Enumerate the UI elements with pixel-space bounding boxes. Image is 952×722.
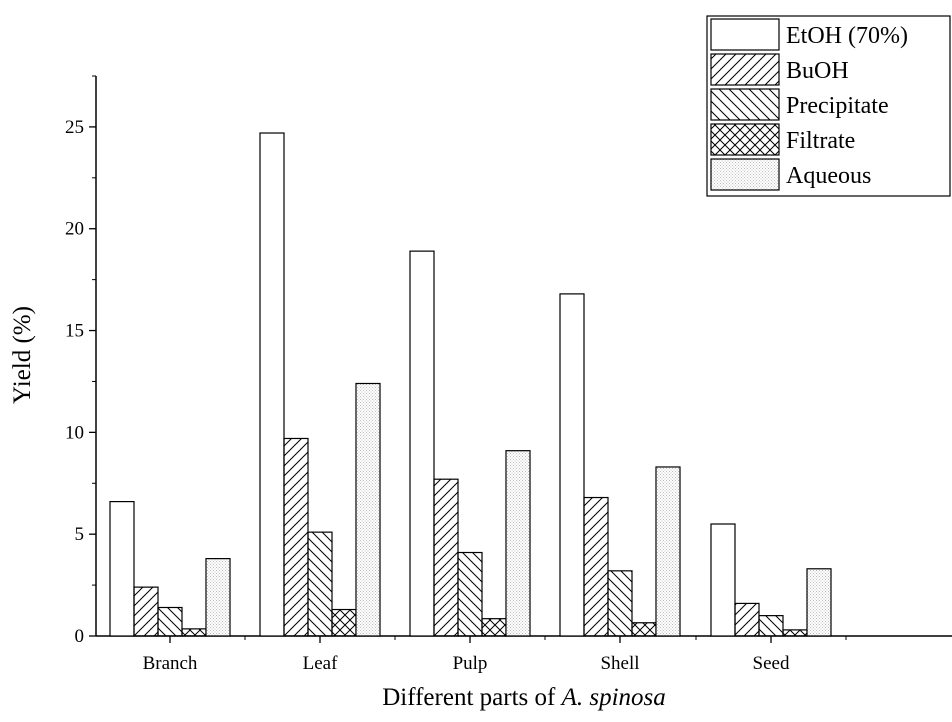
legend: EtOH (70%) BuOH Precipitate Filtrate Aqueous <box>707 16 950 196</box>
x-tick-label: Branch <box>143 653 198 674</box>
bar <box>656 467 680 636</box>
y-tick-label: 5 <box>75 524 85 545</box>
bar <box>506 451 530 636</box>
bar <box>783 630 807 636</box>
legend-label: Aqueous <box>786 163 871 189</box>
y-tick-label: 25 <box>65 117 84 138</box>
bar <box>807 569 831 636</box>
y-axis-title: Yield (%) <box>9 306 36 404</box>
bar <box>206 559 230 636</box>
bar <box>332 610 356 636</box>
bar <box>632 623 656 636</box>
x-axis-title-species: A. spinosa <box>560 684 666 711</box>
bar <box>434 479 458 636</box>
bar <box>356 383 380 636</box>
bars <box>110 133 831 636</box>
x-axis-title: Different parts of A. spinosa <box>382 684 666 711</box>
bar <box>735 603 759 636</box>
y-tick-label: 0 <box>75 626 85 647</box>
bar <box>482 619 506 636</box>
legend-label: Filtrate <box>786 128 855 154</box>
bar <box>711 524 735 636</box>
y-tick-label: 15 <box>65 321 84 342</box>
x-tick-label: Leaf <box>303 653 338 674</box>
legend-swatch <box>711 89 779 120</box>
x-tick-label: Seed <box>753 653 790 674</box>
legend-swatch <box>711 124 779 155</box>
bar <box>308 532 332 636</box>
legend-swatch <box>711 159 779 190</box>
bar <box>759 616 783 636</box>
x-tick-label: Pulp <box>453 653 488 674</box>
legend-label: Precipitate <box>786 93 889 119</box>
bar <box>458 553 482 636</box>
bar <box>260 133 284 636</box>
legend-label: BuOH <box>786 58 849 84</box>
bar <box>182 629 206 636</box>
bar <box>110 502 134 636</box>
bar <box>158 607 182 636</box>
bar <box>410 251 434 636</box>
y-tick-label: 10 <box>65 422 84 443</box>
legend-label: EtOH (70%) <box>786 23 908 49</box>
legend-swatch <box>711 19 779 50</box>
bar <box>608 571 632 636</box>
bar <box>584 498 608 636</box>
bar <box>284 438 308 636</box>
x-tick-label: Shell <box>600 653 639 674</box>
x-axis-title-prefix: Different parts of <box>382 684 561 711</box>
legend-swatch <box>711 54 779 85</box>
bar <box>560 294 584 636</box>
bar <box>134 587 158 636</box>
y-tick-label: 20 <box>65 219 84 240</box>
